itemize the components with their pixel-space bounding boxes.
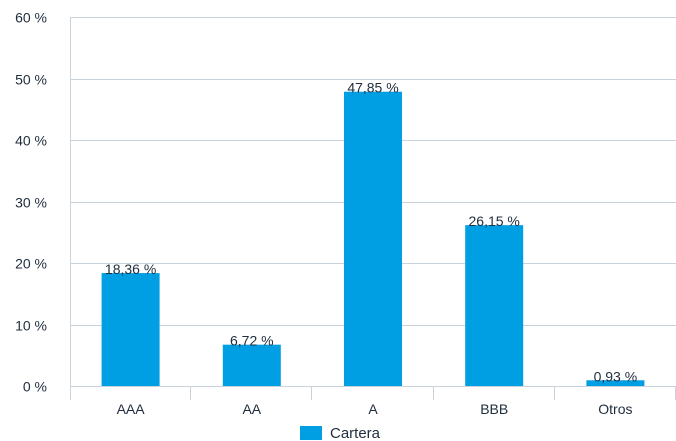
y-tick-label: 40 % <box>15 133 47 149</box>
y-tick-label: 0 % <box>23 379 47 395</box>
y-tick-label: 30 % <box>15 195 47 211</box>
data-label: 26,15 % <box>469 213 520 229</box>
data-label: 18,36 % <box>105 261 156 277</box>
bar <box>465 225 524 386</box>
bar <box>101 273 160 386</box>
data-label: 0,93 % <box>594 368 638 384</box>
x-tick-label: Otros <box>598 401 632 417</box>
y-tick-label: 10 % <box>15 318 47 334</box>
y-tick-label: 20 % <box>15 256 47 272</box>
x-tick-label: AA <box>242 401 261 417</box>
bar <box>344 91 402 386</box>
legend-swatch <box>300 426 322 440</box>
bars <box>101 91 645 386</box>
data-labels: 18,36 % 6,72 % 47,85 % 26,15 % 0,93 % <box>105 80 637 385</box>
bar <box>586 380 645 386</box>
x-tick-label: A <box>368 401 378 417</box>
x-tick-label: BBB <box>480 401 508 417</box>
legend: Cartera <box>300 425 381 441</box>
x-tick-label: AAA <box>117 401 146 417</box>
y-tick-label: 50 % <box>15 72 47 88</box>
y-tick-label: 60 % <box>15 10 47 26</box>
data-label: 47,85 % <box>347 80 398 96</box>
bar <box>222 344 281 386</box>
data-label: 6,72 % <box>230 333 274 349</box>
y-axis: 0 % 10 % 20 % 30 % 40 % 50 % 60 % <box>15 10 71 400</box>
x-axis: AAA AA A BBB Otros <box>117 386 676 417</box>
legend-label: Cartera <box>330 425 381 441</box>
